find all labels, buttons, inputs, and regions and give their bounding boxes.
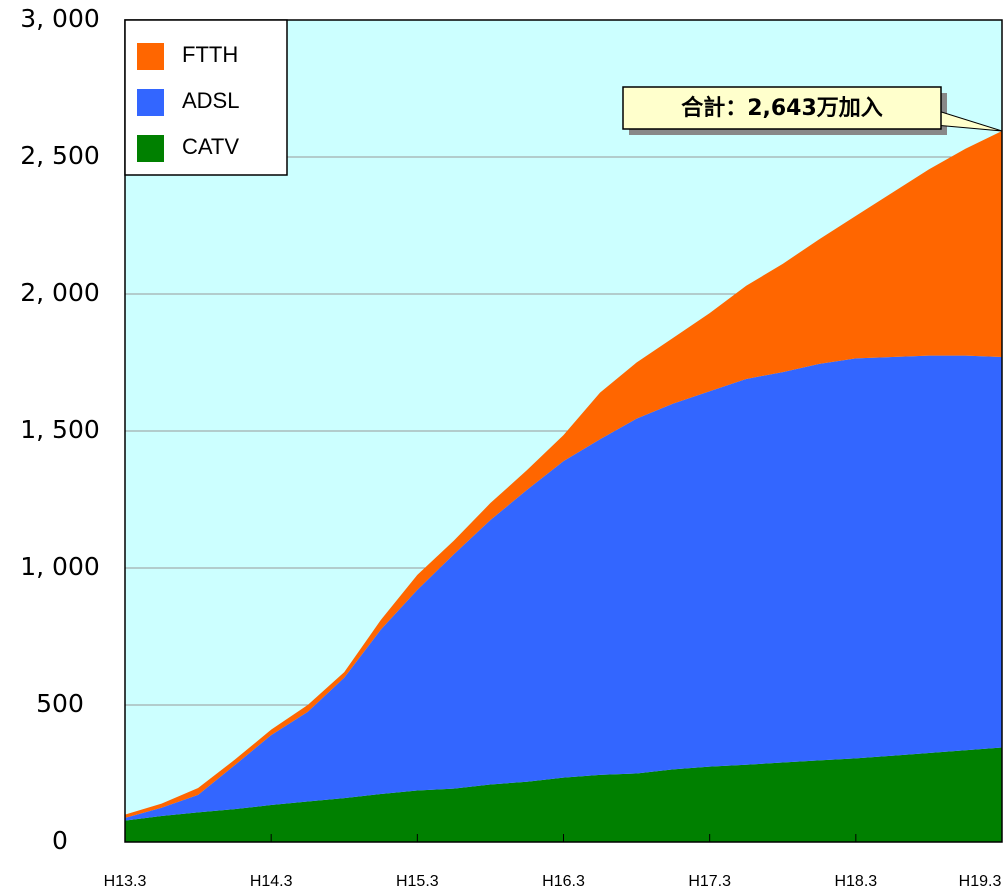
x-tick-label: H14.3 xyxy=(250,873,293,890)
x-tick-label: H19.3 xyxy=(959,873,1002,890)
area xyxy=(125,747,1002,842)
legend-swatch xyxy=(137,43,164,70)
y-tick-label: 3, 000 xyxy=(20,4,100,33)
legend-swatch xyxy=(137,89,164,116)
annotation: 合計：2,643万加入 xyxy=(681,95,883,121)
y-tick-label: 2, 500 xyxy=(20,141,100,170)
y-tick-label: 1, 500 xyxy=(20,415,100,444)
y-tick-label: 500 xyxy=(36,689,84,718)
y-tick-label: 1, 000 xyxy=(20,552,100,581)
legend-label: ADSL xyxy=(182,88,239,113)
legend-swatch xyxy=(137,135,164,162)
x-tick-label: H17.3 xyxy=(688,873,731,890)
x-tick-label: H18.3 xyxy=(834,873,877,890)
legend-label: FTTH xyxy=(182,42,238,67)
area xyxy=(125,130,1002,818)
y-tick-label: 2, 000 xyxy=(20,278,100,307)
x-tick-label: H16.3 xyxy=(542,873,585,890)
x-tick-label: H15.3 xyxy=(396,873,439,890)
legend-label: CATV xyxy=(182,134,239,159)
x-tick-label: H13.3 xyxy=(104,873,147,890)
y-tick-label: 0 xyxy=(52,826,68,855)
area xyxy=(125,355,1002,821)
annotation-box xyxy=(622,86,942,130)
